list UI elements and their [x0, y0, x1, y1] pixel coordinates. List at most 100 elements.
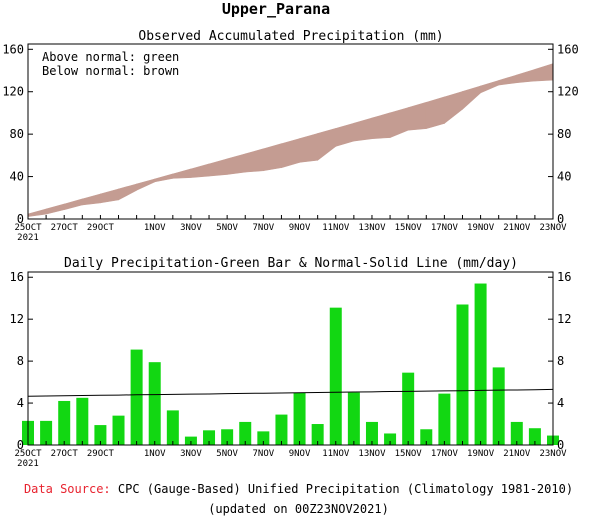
daily-precip-bar	[221, 429, 234, 445]
accumulated-difference-segment	[100, 188, 119, 204]
accumulated-difference-segment	[516, 68, 536, 84]
daily-precip-bar	[456, 304, 469, 445]
daily-plot-frame	[27, 271, 554, 446]
data-source-line: Data Source: CPC (Gauge-Based) Unified P…	[0, 482, 597, 496]
accumulated-difference-segment	[45, 203, 65, 215]
daily-precip-bar	[528, 428, 541, 445]
accumulated-ytick-label-right: 120	[557, 85, 579, 99]
daily-precip-bar	[347, 392, 360, 445]
daily-ytick-label-right: 12	[557, 312, 571, 326]
accumulated-difference-segment	[425, 96, 445, 130]
accumulated-difference-segment	[462, 85, 481, 110]
accumulated-difference-segment	[444, 91, 463, 125]
legend-below-normal: Below normal: brown	[42, 64, 179, 78]
accumulated-xtick-label: 9NOV	[289, 223, 311, 233]
daily-precip-bar	[420, 429, 433, 445]
accumulated-xtick-label: 19NOV	[467, 223, 495, 233]
accumulated-difference-segment	[154, 173, 174, 183]
daily-precip-bar	[40, 420, 53, 445]
daily-precip-bar	[293, 392, 306, 445]
accumulated-ytick-label-left: 40	[10, 170, 24, 184]
daily-precip-bar	[166, 410, 179, 445]
daily-xtick-label: 27OCT	[51, 449, 79, 459]
accumulated-difference-segment	[335, 122, 355, 147]
daily-precip-bar	[184, 436, 197, 445]
daily-ytick-label-left: 0	[17, 438, 24, 452]
figure-title: Upper_Parana	[222, 0, 330, 18]
daily-xtick-label: 19NOV	[467, 449, 495, 459]
accumulated-plot-frame	[27, 43, 554, 220]
daily-ytick-label-right: 16	[557, 270, 571, 284]
daily-chart-title: Daily Precipitation-Green Bar & Normal-S…	[64, 256, 518, 271]
daily-xtick-label: 3NOV	[180, 449, 202, 459]
accumulated-xtick-label: 29OCT	[87, 223, 115, 233]
daily-xtick-label: 13NOV	[358, 449, 386, 459]
daily-precip-bar	[58, 400, 71, 445]
daily-xtick-label: 15NOV	[395, 449, 423, 459]
accumulated-xtick-label: 27OCT	[51, 223, 79, 233]
daily-precip-bar	[112, 415, 125, 445]
accumulated-xtick-label: 3NOV	[180, 223, 202, 233]
accumulated-difference-segment	[190, 163, 210, 178]
accumulated-xtick-label: 21NOV	[503, 223, 531, 233]
accumulated-ytick-label-right: 40	[557, 170, 571, 184]
legend-above-normal: Above normal: green	[42, 50, 179, 64]
daily-precip-bar	[275, 414, 288, 445]
accumulated-difference-segment	[82, 193, 101, 206]
accumulated-difference-segment	[534, 63, 554, 82]
daily-xtick-label: 21NOV	[503, 449, 531, 459]
daily-precip-bar	[510, 421, 523, 445]
accumulated-chart-title: Observed Accumulated Precipitation (mm)	[138, 29, 443, 44]
daily-xtick-label: 1NOV	[144, 449, 166, 459]
daily-precip-bar	[311, 424, 324, 445]
accumulated-xtick-label: 11NOV	[322, 223, 350, 233]
accumulated-difference-segment	[407, 101, 427, 131]
daily-precip-bar	[148, 362, 161, 445]
accumulated-xtick-label: 23NOV	[539, 223, 567, 233]
accumulated-ytick-label-left: 0	[17, 212, 24, 226]
daily-precip-bar	[402, 372, 415, 445]
daily-precip-bar	[329, 307, 342, 445]
accumulated-difference-segment	[244, 148, 264, 173]
daily-precip-bar	[438, 393, 451, 445]
accumulated-xtick-label: 1NOV	[144, 223, 166, 233]
updated-line: (updated on 00Z23NOV2021)	[208, 502, 389, 516]
accumulated-difference-segment	[317, 128, 337, 161]
accumulated-xtick-year: 2021	[17, 233, 39, 243]
daily-precip-bar	[76, 397, 89, 445]
daily-xtick-label: 5NOV	[216, 449, 238, 459]
daily-xtick-label: 25OCT	[14, 449, 42, 459]
daily-xtick-label: 23NOV	[539, 449, 567, 459]
accumulated-xtick-label: 17NOV	[431, 223, 459, 233]
daily-ytick-label-left: 8	[17, 354, 24, 368]
daily-precip-bar	[257, 431, 270, 445]
accumulated-difference-segment	[118, 183, 137, 201]
accumulated-ytick-label-left: 120	[2, 85, 24, 99]
daily-xtick-label: 9NOV	[289, 449, 311, 459]
accumulated-xtick-label: 5NOV	[216, 223, 238, 233]
data-source-text: CPC (Gauge-Based) Unified Precipitation …	[117, 482, 574, 496]
accumulated-difference-segment	[353, 117, 373, 142]
daily-precip-bar	[203, 430, 216, 445]
daily-precip-bar	[474, 283, 487, 445]
accumulated-difference-segment	[27, 208, 47, 217]
accumulated-ytick-label-left: 80	[10, 127, 24, 141]
accumulated-xtick-label: 7NOV	[253, 223, 275, 233]
daily-xtick-label: 11NOV	[322, 449, 350, 459]
daily-xtick-label: 29OCT	[87, 449, 115, 459]
data-source-label: Data Source:	[23, 482, 111, 496]
accumulated-difference-segment	[208, 158, 228, 177]
daily-xtick-year: 2021	[17, 459, 39, 469]
accumulated-ytick-label-right: 80	[557, 127, 571, 141]
accumulated-difference-segment	[480, 80, 499, 94]
daily-xtick-label: 7NOV	[253, 449, 275, 459]
accumulated-ytick-label-right: 0	[557, 212, 564, 226]
accumulated-xtick-label: 15NOV	[395, 223, 423, 233]
daily-precip-bar	[384, 433, 397, 445]
accumulated-difference-segment	[281, 138, 300, 169]
accumulated-difference-segment	[371, 112, 391, 140]
accumulated-difference-segment	[498, 74, 518, 86]
accumulated-ytick-label-left: 160	[2, 42, 24, 56]
daily-normal-line	[27, 388, 554, 397]
